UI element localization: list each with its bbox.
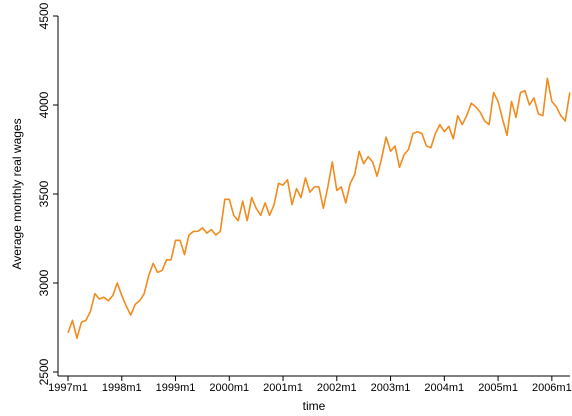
- x-tick-label: 2000m1: [209, 382, 249, 394]
- y-tick-label: 4500: [37, 2, 51, 29]
- y-tick-label: 3000: [37, 269, 51, 296]
- x-tick-label: 2006m1: [532, 382, 572, 394]
- x-tick-label: 2003m1: [371, 382, 411, 394]
- y-tick-label: 2500: [37, 358, 51, 385]
- x-tick-label: 2005m1: [478, 382, 518, 394]
- x-tick-label: 1999m1: [156, 382, 196, 394]
- x-tick-label: 1998m1: [102, 382, 142, 394]
- x-tick-label: 1997m1: [48, 382, 88, 394]
- y-tick-label: 4000: [37, 91, 51, 118]
- y-axis-title: Average monthly real wages: [10, 118, 24, 269]
- data-line: [67, 77, 571, 339]
- x-tick-label: 2001m1: [263, 382, 303, 394]
- y-tick-label: 3500: [37, 180, 51, 207]
- x-tick-label: 2002m1: [317, 382, 357, 394]
- x-tick-label: 2004m1: [424, 382, 464, 394]
- x-axis-title: time: [303, 399, 326, 413]
